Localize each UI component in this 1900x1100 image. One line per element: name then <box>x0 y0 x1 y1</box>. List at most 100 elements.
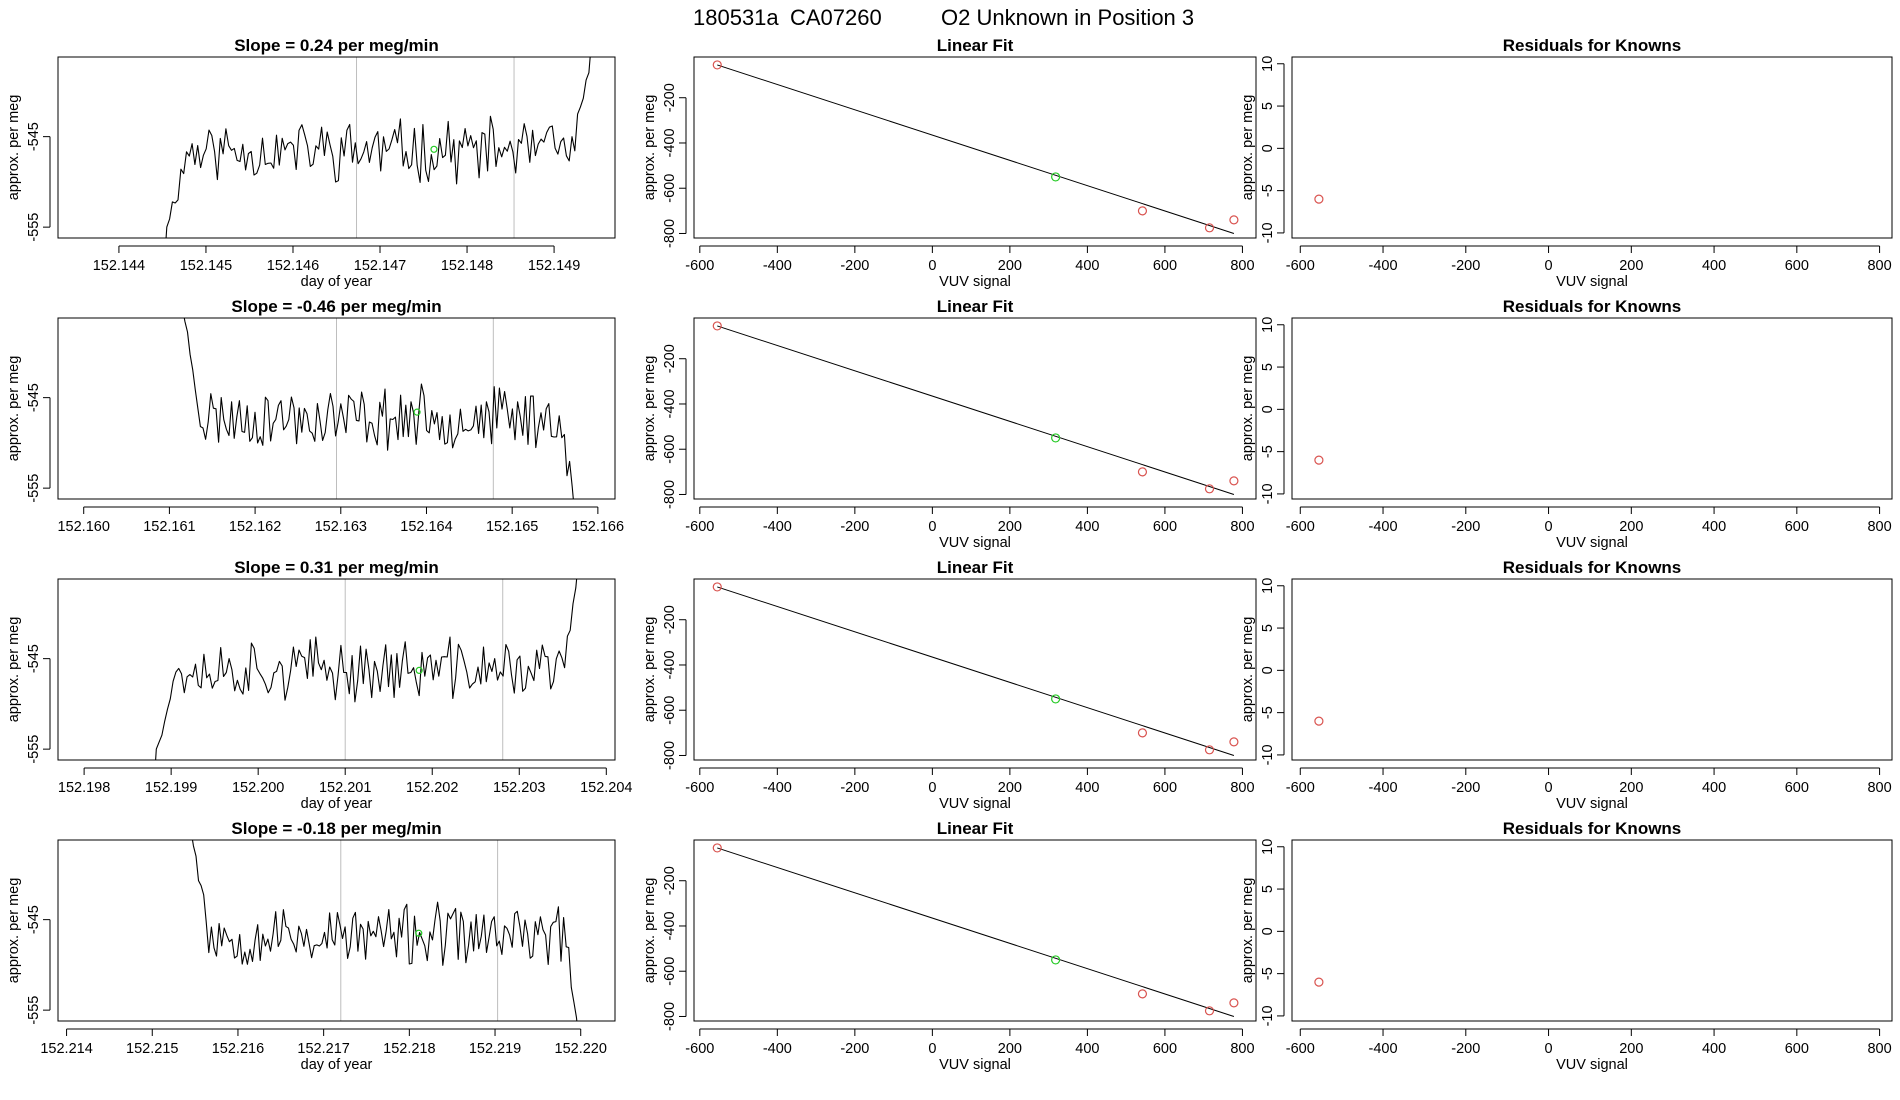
y-tick-label: -555 <box>26 996 42 1025</box>
plot-area <box>712 843 1239 1017</box>
x-axis-label: VUV signal <box>939 274 1011 290</box>
x-tick-label: 200 <box>998 780 1022 796</box>
x-tick-label: 400 <box>1702 519 1726 535</box>
x-axis-label: VUV signal <box>939 796 1011 812</box>
x-tick-label: 0 <box>928 258 936 274</box>
x-tick-label: -200 <box>840 258 869 274</box>
y-tick-label: -600 <box>662 174 678 203</box>
x-tick-label: 152.218 <box>383 1041 435 1057</box>
y-tick-label: 10 <box>1260 578 1276 594</box>
known-point <box>1204 745 1215 755</box>
linear-fit-row-3: Linear Fit -600 -400 -200 0 200 400 600 800 VUV s… <box>642 558 1257 812</box>
known-point <box>712 843 722 853</box>
x-tick-label: 152.148 <box>441 258 493 274</box>
x-axis-label: VUV signal <box>1556 1057 1628 1073</box>
plot-area <box>191 840 578 1021</box>
trace-series <box>191 840 578 1021</box>
x-tick-label: -200 <box>840 780 869 796</box>
known-point <box>712 582 722 592</box>
plot-area <box>1314 194 1324 204</box>
y-tick-label: 10 <box>1260 317 1276 333</box>
unknown-marker <box>415 666 423 675</box>
y-tick-label: -5 <box>1260 445 1276 458</box>
x-tick-label: -200 <box>1451 519 1480 535</box>
header-description: O2 Unknown in Position 3 <box>941 5 1194 30</box>
x-axis: 152.160 152.161 152.162 152.163 152.164 152.1… <box>57 506 624 535</box>
linear-fit-row-2: Linear Fit -600 -400 -200 0 200 400 600 800 VUV s… <box>642 297 1257 551</box>
x-tick-label: 152.145 <box>180 258 232 274</box>
x-tick-label: 152.166 <box>572 519 624 535</box>
x-tick-label: 800 <box>1867 780 1891 796</box>
x-tick-label: -600 <box>685 780 714 796</box>
y-tick-label: 5 <box>1260 885 1276 893</box>
known-point <box>1137 728 1148 738</box>
known-point <box>1137 467 1148 477</box>
x-tick-label: -600 <box>685 258 714 274</box>
x-tick-label: 152.161 <box>143 519 195 535</box>
x-tick-label: 152.220 <box>555 1041 607 1057</box>
x-axis-label: VUV signal <box>1556 535 1628 551</box>
y-tick-label: -800 <box>662 1002 678 1031</box>
x-tick-label: 0 <box>1545 780 1553 796</box>
panel-title: Linear Fit <box>937 819 1014 838</box>
y-tick-label: -800 <box>662 480 678 509</box>
x-tick-label: 600 <box>1785 519 1809 535</box>
x-tick-label: 152.198 <box>58 780 110 796</box>
unknown-point <box>1051 694 1061 704</box>
y-tick-label: -545 <box>26 905 42 934</box>
x-tick-label: 600 <box>1785 780 1809 796</box>
x-tick-label: 152.165 <box>486 519 538 535</box>
y-tick-label: -5 <box>1260 706 1276 719</box>
x-tick-label: -600 <box>1286 519 1315 535</box>
y-axis: -200 -400 -600 -800 approx. per meg <box>642 866 687 1031</box>
x-tick-label: 152.162 <box>229 519 281 535</box>
x-tick-label: 600 <box>1785 258 1809 274</box>
y-tick-label: 0 <box>1260 405 1276 413</box>
x-tick-label: -600 <box>1286 780 1315 796</box>
panel-title: Slope = -0.18 per meg/min <box>231 819 441 838</box>
y-tick-label: -600 <box>662 435 678 464</box>
y-tick-label: -10 <box>1260 744 1276 765</box>
plot-frame <box>57 317 616 500</box>
x-tick-label: 400 <box>1075 780 1099 796</box>
known-point <box>712 60 722 70</box>
y-tick-label: -800 <box>662 219 678 248</box>
y-tick-label: -400 <box>662 911 678 940</box>
residuals-row-3: Residuals for Knowns -600 -400 -200 0 200 400 6… <box>1240 558 1893 812</box>
x-tick-label: -600 <box>1286 1041 1315 1057</box>
x-tick-label: 200 <box>998 1041 1022 1057</box>
x-tick-label: 152.147 <box>354 258 406 274</box>
x-tick-label: 800 <box>1230 258 1254 274</box>
y-tick-label: -400 <box>662 650 678 679</box>
y-tick-label: 10 <box>1260 839 1276 855</box>
panel-title: Residuals for Knowns <box>1503 819 1682 838</box>
linear-fit-row-4: Linear Fit -600 -400 -200 0 200 400 600 800 VUV s… <box>642 819 1257 1073</box>
y-axis: -200 -400 -600 -800 approx. per meg <box>642 83 687 248</box>
x-tick-label: 200 <box>1619 780 1643 796</box>
residual-point <box>1314 716 1324 726</box>
x-tick-label: 152.219 <box>469 1041 521 1057</box>
header-run: 180531a <box>693 5 779 30</box>
trace-series <box>155 579 578 760</box>
x-axis-label: VUV signal <box>939 1057 1011 1073</box>
trace-series <box>165 57 591 238</box>
x-axis: 152.144 152.145 152.146 152.147 152.148 152.1… <box>93 245 580 290</box>
known-point <box>1137 989 1148 999</box>
x-tick-label: 800 <box>1867 519 1891 535</box>
y-tick-label: -10 <box>1260 222 1276 243</box>
y-axis-label: approx. per meg <box>6 878 22 984</box>
plot-frame <box>57 56 616 239</box>
known-point <box>1137 206 1148 216</box>
x-tick-label: 400 <box>1702 258 1726 274</box>
x-tick-label: 152.215 <box>126 1041 178 1057</box>
unknown-marker <box>415 929 423 937</box>
x-axis: -600 -400 -200 0 200 400 600 800 VUV signal <box>1286 245 1892 290</box>
y-tick-label: -5 <box>1260 184 1276 197</box>
x-tick-label: 800 <box>1230 1041 1254 1057</box>
x-tick-label: 600 <box>1153 1041 1177 1057</box>
y-axis-label: approx. per meg <box>6 356 22 462</box>
y-tick-label: 5 <box>1260 624 1276 632</box>
